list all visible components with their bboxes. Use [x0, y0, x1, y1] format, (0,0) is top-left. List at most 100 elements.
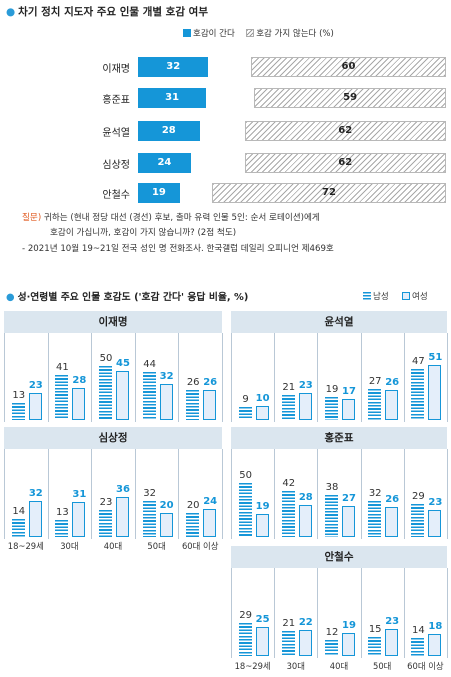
female-bar: [203, 390, 217, 420]
unfavorable-bar: 59: [254, 88, 446, 108]
female-value-label: 23: [385, 616, 400, 627]
female-bar: [341, 399, 355, 420]
age-tick-label: 50대: [147, 541, 166, 551]
male-value-label: 13: [12, 390, 26, 401]
female-value-label: 19: [342, 620, 356, 631]
age-group: 21 22: [275, 568, 319, 658]
male-bar: [186, 390, 200, 420]
male-bar: [142, 372, 156, 420]
age-group: 32 20: [136, 449, 180, 539]
female-bar: [28, 501, 42, 537]
female-value-label: 23: [298, 380, 313, 391]
unfavorable-bar: 62: [244, 153, 446, 173]
female-value-label: 31: [72, 489, 87, 500]
panel-title: 윤석열: [231, 311, 447, 333]
male-value-label: 20: [186, 500, 200, 511]
female-bar: [72, 502, 86, 537]
female-bar: [298, 505, 312, 537]
section2-legend: 남성 여성: [363, 290, 428, 302]
candidate-name: 안철수: [102, 190, 130, 201]
male-bar: [368, 501, 382, 537]
favorable-bar: 31: [138, 88, 207, 108]
unfavorable-bar: 62: [244, 121, 446, 141]
female-bar: [255, 406, 269, 420]
age-group: 14 18: [405, 568, 448, 658]
female-value-label: 25: [255, 614, 270, 625]
bullet-icon: ●: [6, 6, 16, 18]
candidate-name: 윤석열: [102, 128, 130, 139]
candidate-name: 이재명: [102, 64, 130, 75]
female-value-label: 23: [28, 380, 43, 391]
age-group: 12 19: [318, 568, 362, 658]
panel-body: 14 32 13 31 23 36 32 20 20 24: [4, 449, 223, 539]
male-value-label: 12: [325, 627, 339, 638]
male-value-label: 14: [412, 625, 425, 636]
male-bar: [55, 375, 69, 420]
female-bar: [428, 510, 442, 537]
panel-body: 29 25 21 22 12 19 15 23 14 18: [231, 568, 448, 658]
female-bar: [255, 627, 269, 656]
female-bar: [72, 388, 86, 420]
unfavorable-bar: 72: [212, 183, 446, 203]
male-bar: [238, 623, 252, 656]
male-value-label: 23: [99, 497, 113, 508]
female-bar: [298, 630, 312, 656]
candidate-name: 심상정: [102, 160, 130, 171]
female-bar: [28, 393, 42, 420]
age-group: 14 32: [5, 449, 49, 539]
female-bar: [203, 509, 217, 537]
favorable-bar: 28: [138, 121, 200, 141]
female-value-label: 51: [428, 352, 443, 363]
male-value-label: 19: [325, 384, 339, 395]
legend-unfavorable-label: 호감 가지 않는다 (%): [256, 29, 334, 39]
male-bar: [238, 483, 252, 537]
female-value-label: 23: [428, 497, 443, 508]
panel-5: 안철수 29 25 21 22 12 19 15 23 14 18: [231, 546, 448, 658]
male-value-label: 15: [368, 624, 382, 635]
female-value-label: 20: [159, 500, 174, 511]
female-bar: [115, 371, 129, 420]
male-bar: [55, 520, 69, 537]
legend-male-swatch: [363, 292, 371, 300]
female-bar: [255, 514, 269, 537]
female-value-label: 32: [159, 371, 174, 382]
question-line2: 호감이 가십니까, 호감이 가지 않습니까? (2점 척도): [50, 228, 237, 238]
male-bar: [368, 389, 382, 420]
male-bar: [11, 519, 25, 537]
male-bar: [324, 495, 338, 537]
panel-title: 홍준표: [231, 427, 447, 449]
age-tick-label: 30대: [60, 541, 79, 551]
legend-female-swatch: [402, 292, 411, 300]
legend-favorable-label: 호감이 간다: [193, 29, 235, 39]
legend-unfavorable-swatch: [246, 29, 255, 37]
panel-2: 윤석열 9 10 21 23 19 17 27 26 47 51: [231, 311, 448, 422]
age-group: 27 26: [362, 333, 405, 422]
source-note: - 2021년 10월 19~21일 전국 성인 명 전화조사. 한국갤럽 데일…: [22, 244, 334, 254]
female-bar: [385, 629, 399, 656]
question-label: 질문): [22, 213, 42, 223]
age-group: 29 25: [232, 568, 276, 658]
age-group: 19 17: [318, 333, 362, 422]
panel-title: 심상정: [4, 427, 222, 449]
female-value-label: 36: [116, 484, 130, 495]
section2-title: ● 성·연령별 주요 인물 호감도 ('호감 간다' 응답 비율, %): [6, 292, 249, 303]
male-value-label: 42: [282, 478, 296, 489]
age-tick-label: 50대: [373, 661, 392, 671]
favorable-bar: 32: [138, 57, 209, 77]
female-value-label: 10: [255, 393, 270, 404]
female-bar: [385, 507, 399, 537]
age-group: 20 24: [179, 449, 223, 539]
male-value-label: 47: [412, 356, 425, 367]
male-bar: [186, 513, 200, 537]
age-group: 38 27: [318, 449, 362, 539]
age-tick-label: 60대 이상: [181, 541, 219, 551]
panel-body: 9 10 21 23 19 17 27 26 47 51: [231, 333, 448, 422]
legend-female-label: 여성: [412, 292, 428, 302]
bullet-icon: ●: [6, 292, 15, 303]
male-bar: [281, 395, 295, 420]
section1-legend: 호감이 간다 호감 가지 않는다 (%): [183, 27, 334, 39]
male-value-label: 26: [186, 377, 200, 388]
female-value-label: 45: [116, 358, 130, 369]
female-value-label: 19: [255, 501, 270, 512]
male-value-label: 27: [368, 376, 382, 387]
